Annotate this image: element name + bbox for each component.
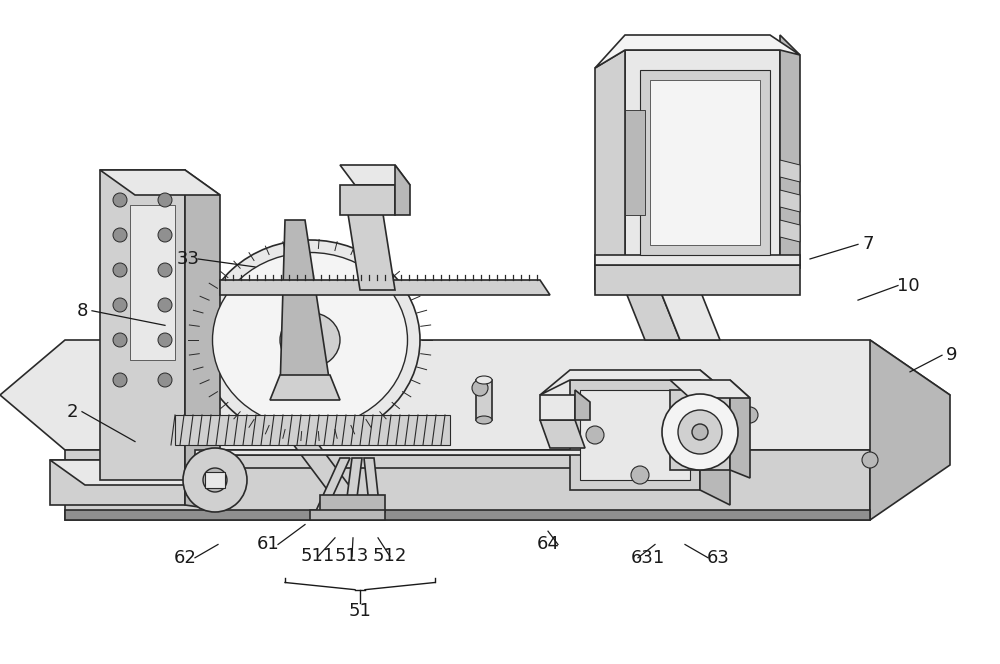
Polygon shape (280, 220, 330, 390)
Polygon shape (595, 255, 800, 265)
Polygon shape (65, 450, 870, 520)
Polygon shape (65, 510, 870, 520)
Circle shape (158, 263, 172, 277)
Polygon shape (595, 50, 625, 290)
Circle shape (113, 373, 127, 387)
Polygon shape (650, 80, 760, 245)
Polygon shape (310, 510, 385, 520)
Polygon shape (540, 420, 585, 448)
Polygon shape (340, 185, 395, 215)
Text: 61: 61 (257, 535, 279, 554)
Polygon shape (730, 380, 750, 478)
Polygon shape (780, 190, 800, 212)
Polygon shape (700, 370, 730, 505)
Polygon shape (195, 455, 665, 468)
Text: 2: 2 (66, 402, 78, 421)
Polygon shape (540, 395, 575, 420)
Polygon shape (345, 195, 395, 290)
Polygon shape (870, 340, 950, 520)
Circle shape (631, 466, 649, 484)
Polygon shape (50, 460, 220, 485)
Text: 63: 63 (707, 548, 729, 567)
Polygon shape (0, 340, 950, 450)
Text: 7: 7 (862, 235, 874, 254)
Polygon shape (540, 370, 730, 395)
Circle shape (203, 468, 227, 492)
Polygon shape (570, 380, 700, 490)
Polygon shape (780, 160, 800, 182)
Circle shape (472, 380, 488, 396)
Circle shape (113, 298, 127, 312)
Polygon shape (175, 415, 450, 445)
Circle shape (158, 373, 172, 387)
Polygon shape (625, 290, 680, 340)
Text: 33: 33 (177, 250, 200, 268)
Circle shape (692, 424, 708, 440)
Ellipse shape (476, 416, 492, 424)
Polygon shape (595, 35, 800, 68)
Ellipse shape (280, 313, 340, 367)
Polygon shape (395, 165, 410, 215)
Text: 10: 10 (897, 276, 919, 295)
Polygon shape (340, 165, 410, 185)
Circle shape (662, 394, 738, 470)
Text: 9: 9 (946, 346, 958, 365)
Polygon shape (670, 390, 730, 470)
Circle shape (158, 193, 172, 207)
Polygon shape (364, 458, 380, 513)
Polygon shape (100, 170, 185, 480)
Text: 8: 8 (76, 301, 88, 320)
Polygon shape (205, 472, 225, 488)
Ellipse shape (200, 240, 420, 440)
Text: 64: 64 (537, 535, 559, 554)
Circle shape (113, 228, 127, 242)
Polygon shape (290, 440, 360, 500)
Polygon shape (185, 460, 220, 510)
Circle shape (183, 448, 247, 512)
Polygon shape (575, 390, 590, 420)
Polygon shape (130, 205, 175, 360)
Text: 511: 511 (301, 547, 335, 566)
Circle shape (678, 410, 722, 454)
Polygon shape (315, 458, 350, 513)
Circle shape (113, 333, 127, 347)
Polygon shape (220, 280, 550, 295)
Polygon shape (185, 170, 220, 505)
Polygon shape (625, 110, 645, 215)
Polygon shape (320, 495, 385, 512)
Polygon shape (780, 35, 800, 268)
Polygon shape (270, 375, 340, 400)
Text: 512: 512 (373, 547, 407, 566)
Polygon shape (345, 458, 362, 513)
Circle shape (158, 333, 172, 347)
Polygon shape (780, 220, 800, 242)
Polygon shape (580, 390, 690, 480)
Polygon shape (50, 460, 185, 505)
Circle shape (113, 193, 127, 207)
Text: 62: 62 (174, 548, 196, 567)
Circle shape (158, 298, 172, 312)
Circle shape (742, 407, 758, 423)
Text: 631: 631 (631, 548, 665, 567)
Polygon shape (660, 290, 720, 340)
Ellipse shape (476, 376, 492, 384)
Text: 51: 51 (349, 602, 371, 620)
Polygon shape (476, 380, 492, 420)
Circle shape (122, 412, 138, 428)
Text: 513: 513 (335, 547, 369, 566)
Polygon shape (595, 265, 800, 295)
Ellipse shape (213, 252, 408, 428)
Polygon shape (195, 450, 665, 455)
Polygon shape (100, 170, 220, 195)
Circle shape (586, 426, 604, 444)
Circle shape (113, 263, 127, 277)
Polygon shape (640, 70, 770, 255)
Circle shape (862, 452, 878, 468)
Circle shape (158, 228, 172, 242)
Polygon shape (625, 50, 780, 265)
Polygon shape (670, 380, 750, 398)
